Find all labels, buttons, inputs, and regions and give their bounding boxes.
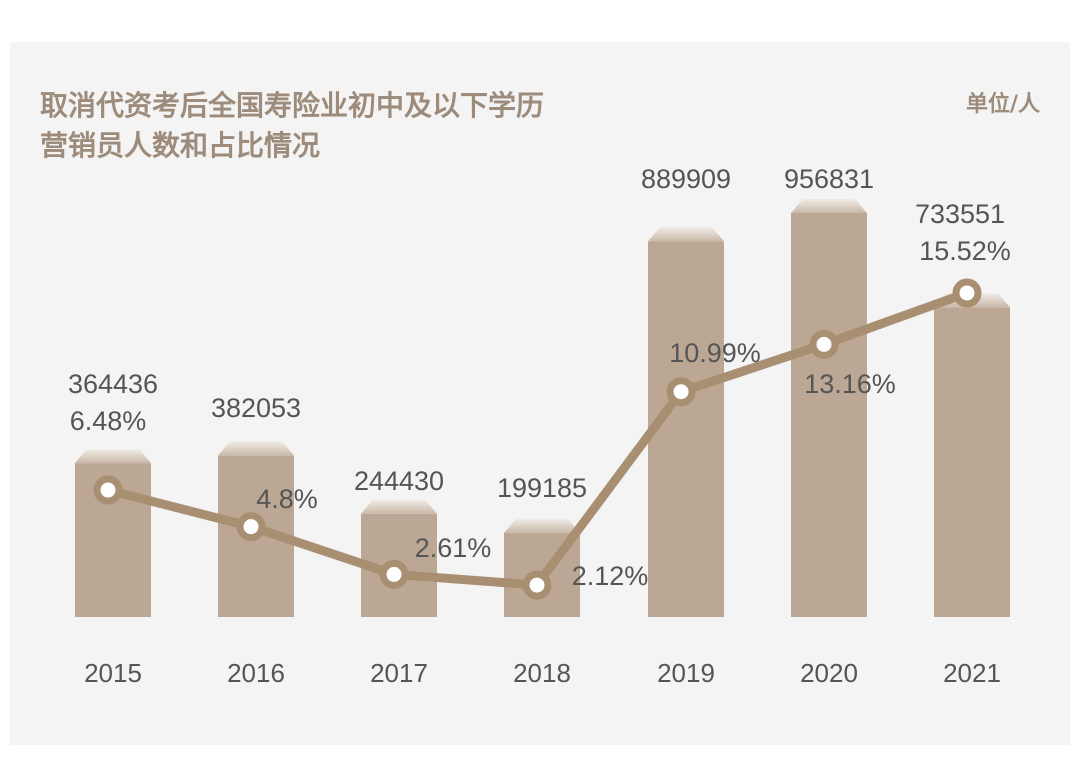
- line-point-2021: [952, 278, 982, 308]
- bar-cap-2019: [648, 227, 724, 242]
- x-tick-label: 2016: [227, 658, 285, 688]
- line-point-2020: [809, 329, 839, 359]
- bar-cap-2020: [791, 199, 867, 213]
- percent-label: 15.52%: [919, 236, 1011, 266]
- bar-value-label: 382053: [211, 393, 301, 423]
- line-point-2019: [666, 377, 696, 407]
- percent-label: 2.12%: [572, 561, 649, 591]
- bar-2020: [791, 213, 867, 617]
- percent-label: 4.8%: [256, 484, 318, 514]
- bar-cap-2015: [75, 449, 151, 464]
- x-tick-label: 2019: [657, 658, 715, 688]
- x-tick-label: 2020: [800, 658, 858, 688]
- bar-value-label: 244430: [354, 466, 444, 496]
- percent-label: 10.99%: [669, 338, 761, 368]
- bar-2021: [934, 307, 1010, 617]
- bar-cap-2018: [504, 518, 580, 533]
- line-point-2016: [236, 512, 266, 542]
- x-tick-label: 2015: [84, 658, 142, 688]
- bar-cap-2016: [218, 441, 294, 456]
- bar-value-label: 199185: [497, 473, 587, 503]
- percent-label: 6.48%: [70, 406, 147, 436]
- x-tick-label: 2018: [513, 658, 571, 688]
- bar-value-label: 956831: [784, 164, 874, 194]
- percent-label: 13.16%: [804, 369, 896, 399]
- line-point-2015: [93, 475, 123, 505]
- bar-cap-2017: [361, 499, 437, 514]
- bar-value-label: 733551: [915, 199, 1005, 229]
- chart-title: 取消代资考后全国寿险业初中及以下学历 营销员人数和占比情况: [40, 86, 544, 166]
- bar-value-label: 889909: [641, 164, 731, 194]
- chart-title-line-2: 营销员人数和占比情况: [40, 129, 321, 162]
- unit-label: 单位/人: [965, 92, 1040, 117]
- chart-title-line-1: 取消代资考后全国寿险业初中及以下学历: [40, 89, 545, 122]
- line-point-2018: [522, 570, 552, 600]
- x-tick-label: 2021: [943, 658, 1001, 688]
- percent-label: 2.61%: [415, 533, 492, 563]
- chart-card: [10, 42, 1070, 745]
- bar-2019: [648, 241, 724, 617]
- line-point-2017: [379, 559, 409, 589]
- bar-value-label: 364436: [68, 369, 158, 399]
- x-tick-label: 2017: [370, 658, 428, 688]
